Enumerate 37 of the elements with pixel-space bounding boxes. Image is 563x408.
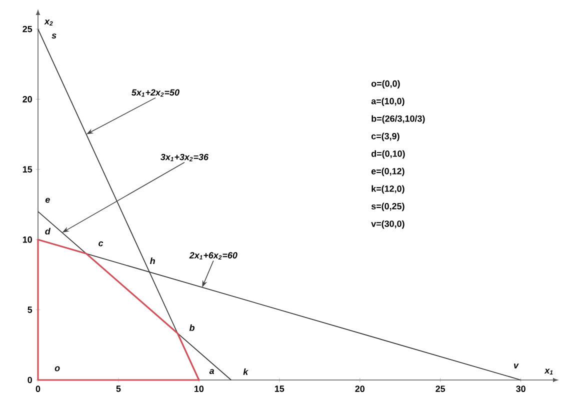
annotation: h <box>150 258 155 264</box>
annotation: c <box>98 241 104 246</box>
y-axis-title: x$_{2}$ <box>44 20 53 26</box>
y-tick-label: 20 <box>22 96 32 102</box>
x-tick-label: 25 <box>436 386 446 392</box>
annotation: o <box>54 366 60 372</box>
annotation: v <box>514 364 519 368</box>
annotation: d=(0,10) <box>371 150 405 159</box>
annotation: k <box>243 368 248 375</box>
annotation: a=(10,0) <box>371 98 404 106</box>
annotation: o=(0,0) <box>371 80 400 89</box>
annotation: e <box>45 198 50 203</box>
annotation: b=(26/3,10/3) <box>372 115 425 124</box>
y-tick-label: 10 <box>22 236 32 243</box>
x-tick-label: 15 <box>274 386 284 392</box>
annotation: e=(0,12) <box>371 168 404 176</box>
annotation: d <box>45 228 51 234</box>
x-axis-title: x$_{1}$ <box>544 368 553 374</box>
x-tick-label: 5 <box>116 386 121 392</box>
annotation: 3x$_{1}$+3x$_{2}$=36 <box>160 154 209 162</box>
annotation: 2x$_{1}$+6x$_{2}$=60 <box>189 252 238 260</box>
x-tick-label: 20 <box>355 386 364 392</box>
y-tick-label: 15 <box>22 166 32 173</box>
annotation: b <box>189 324 194 331</box>
y-tick-label: 25 <box>22 26 32 32</box>
annotation: s <box>52 34 56 39</box>
x-tick-label: 10 <box>194 386 204 392</box>
annotation: 5x$_{1}$+2x$_{2}$=50 <box>132 89 180 97</box>
y-tick-label: 5 <box>28 306 32 313</box>
annotation: s=(0,25) <box>371 202 404 212</box>
x-tick-label: 0 <box>36 386 40 392</box>
y-tick-label: 0 <box>28 376 32 384</box>
x-tick-label: 30 <box>516 386 526 392</box>
annotation: v=(30,0) <box>371 220 404 229</box>
annotation: k=(12,0) <box>372 185 404 194</box>
annotation: a <box>209 369 214 374</box>
annotation: c=(3,9) <box>371 132 400 142</box>
